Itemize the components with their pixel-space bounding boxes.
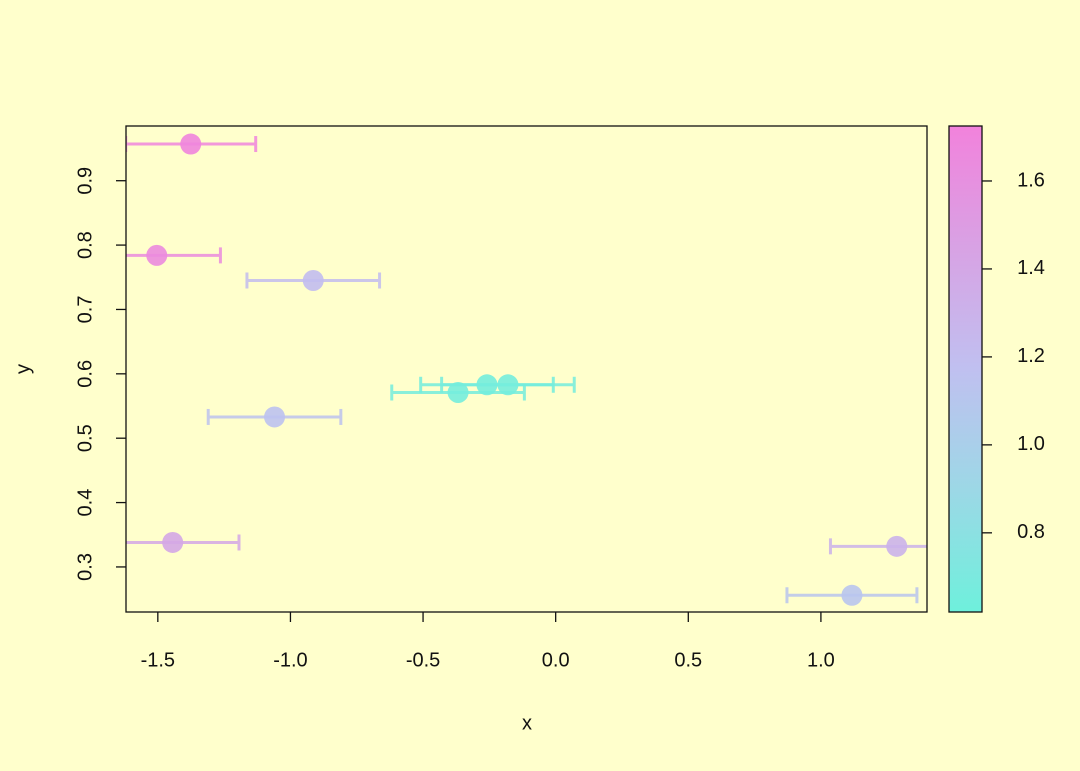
point [264,406,286,428]
colorbar-tick-label: 1.4 [1017,257,1045,279]
x-axis-label: x [522,712,532,734]
y-tick-label: 0.3 [74,553,96,581]
y-tick-label: 0.7 [74,296,96,324]
y-tick-label: 0.5 [74,424,96,452]
point [180,133,202,155]
x-tick-label: 0.5 [674,649,702,671]
y-tick-label: 0.6 [74,360,96,388]
x-tick-label: -0.5 [406,649,440,671]
y-tick-label: 0.9 [74,167,96,195]
point [146,244,168,266]
colorbar-tick-label: 1.0 [1017,433,1045,455]
plot-area [126,133,927,606]
y-tick-label: 0.8 [74,231,96,259]
plot-frame [125,125,928,613]
point [447,381,469,403]
point [162,531,184,553]
point [886,535,908,557]
x-tick-label: 1.0 [807,649,835,671]
point [302,269,324,291]
point [841,584,863,606]
colorbar-tick-label: 0.8 [1017,521,1045,543]
x-tick-label: -1.5 [141,649,175,671]
colorbar [948,125,983,613]
x-tick-label: 0.0 [542,649,570,671]
x-tick-label: -1.0 [273,649,307,671]
colorbar-tick-label: 1.2 [1017,345,1045,367]
colorbar-tick-label: 1.6 [1017,169,1045,191]
y-tick-label: 0.4 [74,489,96,517]
point [497,374,519,396]
y-axis-label: y [12,364,34,374]
